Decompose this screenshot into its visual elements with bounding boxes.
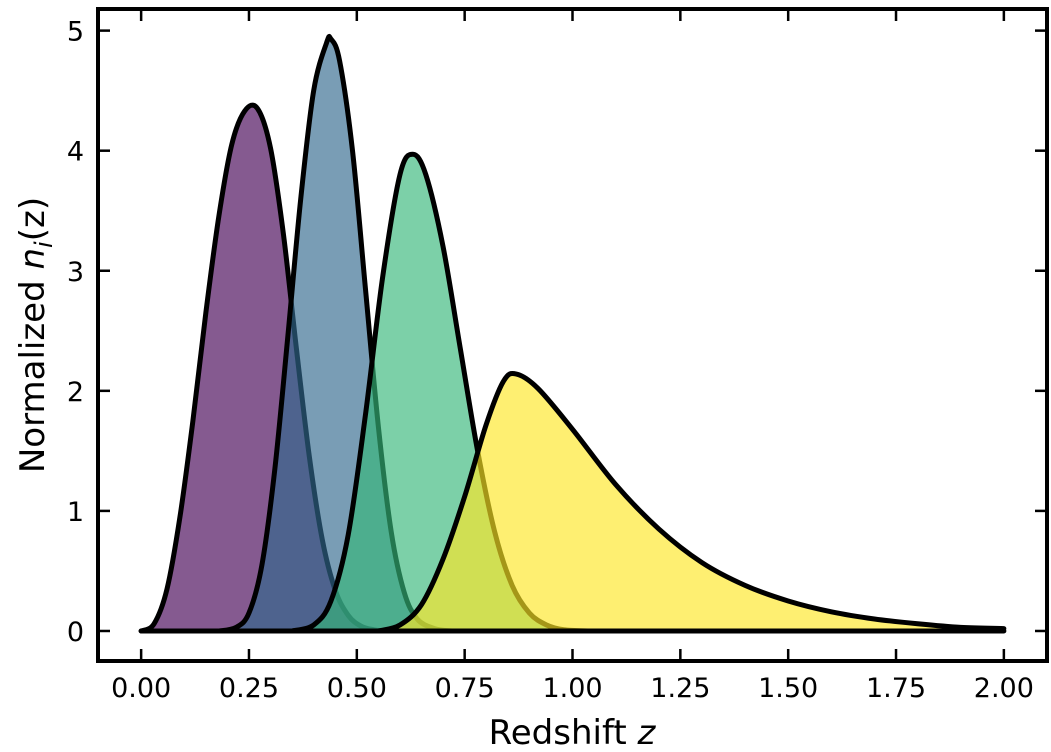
y-tick-label: 1	[67, 497, 84, 528]
x-tick-label: 0.75	[435, 673, 495, 704]
series-3-area	[292, 154, 590, 631]
x-tick-label: 0.00	[111, 673, 171, 704]
x-axis-label-text: Redshift	[489, 713, 627, 752]
y-tick-label: 2	[67, 377, 84, 408]
y-axis-label-text: Normalized	[13, 270, 53, 474]
series-4-area	[378, 373, 1004, 631]
x-tick-label: 2.00	[974, 673, 1034, 704]
x-tick-label: 1.50	[758, 673, 818, 704]
series-1-area	[141, 105, 400, 631]
plot-frame	[96, 7, 1049, 663]
series-4-line	[375, 370, 1007, 634]
y-tick-label: 5	[67, 17, 84, 48]
x-tick-label: 0.50	[327, 673, 387, 704]
x-tick-label: 1.00	[542, 673, 602, 704]
x-tick-label: 1.75	[866, 673, 926, 704]
y-axis-label: Normalized ni(z)	[13, 197, 58, 473]
x-tick-label: 0.25	[219, 673, 279, 704]
y-axis-label-subscript: i	[30, 241, 58, 248]
y-tick-label: 4	[67, 137, 84, 168]
x-axis-label: Redshift z	[489, 713, 657, 752]
series-layer	[138, 33, 1007, 634]
x-tick-label: 1.25	[650, 673, 710, 704]
y-tick-label: 0	[67, 617, 84, 648]
x-axis-label-variable: z	[636, 713, 656, 752]
y-axis-label-argument: (z)	[13, 197, 53, 241]
y-tick-label: 3	[67, 257, 84, 288]
y-axis-label-variable: n	[13, 248, 53, 270]
series-2-area	[218, 36, 452, 631]
